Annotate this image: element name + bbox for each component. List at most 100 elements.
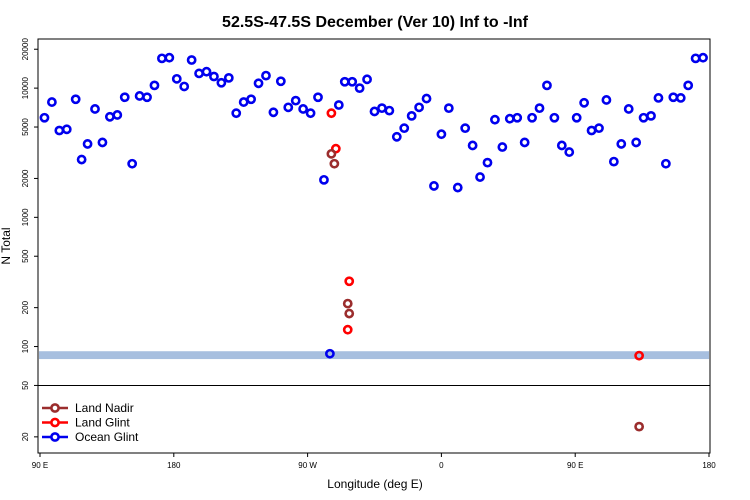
- point-ocean-glint: [216, 77, 227, 88]
- point-ocean-glint: [556, 140, 567, 151]
- point-ocean-glint: [90, 104, 100, 114]
- y-axis-label: N Total: [0, 227, 13, 264]
- x-tick-label: 0: [439, 461, 444, 470]
- point-ocean-glint: [54, 125, 65, 136]
- point-ocean-glint: [194, 68, 204, 79]
- point-ocean-glint: [179, 81, 190, 92]
- y-tick-label: 1000: [21, 208, 30, 226]
- point-ocean-glint: [475, 172, 485, 182]
- point-ocean-glint: [119, 92, 130, 103]
- y-tick-label: 100: [21, 339, 30, 353]
- point-ocean-glint: [238, 97, 249, 107]
- point-ocean-glint: [549, 112, 560, 123]
- point-land-nadir: [329, 158, 340, 169]
- y-tick-label: 50: [21, 380, 30, 389]
- point-ocean-glint: [571, 112, 582, 123]
- point-ocean-glint: [653, 93, 664, 103]
- point-ocean-glint: [290, 95, 301, 106]
- point-land-nadir: [326, 148, 337, 159]
- point-ocean-glint: [443, 103, 454, 114]
- point-ocean-glint: [631, 137, 642, 148]
- point-ocean-glint: [339, 76, 350, 87]
- point-land-glint: [344, 276, 355, 287]
- point-ocean-glint: [261, 70, 271, 81]
- point-ocean-glint: [406, 110, 417, 121]
- point-ocean-glint: [391, 131, 402, 142]
- point-ocean-glint: [690, 53, 701, 64]
- plot-frame: [37, 38, 711, 454]
- chart-title: 52.5S-47.5S December (Ver 10) Inf to -In…: [222, 14, 529, 31]
- point-ocean-glint: [209, 71, 219, 82]
- point-ocean-glint: [497, 142, 508, 152]
- point-ocean-glint: [319, 174, 329, 185]
- x-tick-label: 180: [167, 461, 181, 470]
- point-ocean-glint: [186, 55, 197, 65]
- point-ocean-glint: [586, 125, 597, 136]
- point-ocean-glint: [377, 103, 387, 114]
- point-ocean-glint: [231, 108, 242, 119]
- point-ocean-glint: [452, 182, 463, 193]
- point-ocean-glint: [246, 94, 257, 105]
- point-ocean-glint: [542, 80, 552, 91]
- point-ocean-glint: [164, 52, 175, 63]
- point-ocean-glint: [70, 94, 81, 105]
- point-ocean-glint: [467, 140, 478, 151]
- point-ocean-glint: [112, 110, 123, 120]
- legend-label-ocean-glint: Ocean Glint: [75, 430, 139, 444]
- point-ocean-glint: [660, 158, 671, 169]
- point-land-glint: [634, 350, 645, 361]
- point-ocean-glint: [519, 137, 530, 148]
- point-ocean-glint: [601, 95, 612, 105]
- point-land-nadir: [344, 308, 355, 319]
- y-axis: 20 50 100 200 500 1000 2000 5000 10000 20000: [21, 38, 38, 441]
- point-ocean-glint: [414, 102, 424, 113]
- point-ocean-glint: [39, 112, 50, 123]
- point-ocean-glint: [608, 156, 619, 167]
- point-ocean-glint: [305, 108, 316, 119]
- point-ocean-glint: [646, 110, 656, 121]
- x-tick-label: 90 E: [32, 461, 48, 470]
- point-ocean-glint: [46, 97, 57, 107]
- x-tick-label: 90 E: [567, 461, 583, 470]
- legend-label-land-nadir: Land Nadir: [75, 401, 134, 415]
- point-ocean-glint: [683, 80, 694, 91]
- point-ocean-glint: [97, 137, 108, 148]
- point-ocean-glint: [504, 113, 515, 124]
- point-ocean-glint: [134, 91, 145, 101]
- point-ocean-glint: [512, 112, 523, 123]
- x-tick-label: 180: [702, 461, 716, 470]
- legend-label-land-glint: Land Glint: [75, 416, 130, 430]
- point-ocean-glint: [362, 74, 372, 85]
- point-ocean-glint: [534, 103, 545, 114]
- point-ocean-glint: [76, 154, 87, 165]
- point-ocean-glint: [675, 93, 686, 103]
- point-ocean-glint: [157, 53, 167, 64]
- point-land-nadir: [634, 421, 645, 432]
- point-ocean-glint: [482, 157, 493, 168]
- legend-marker-land-glint: [50, 417, 60, 428]
- y-tick-label: 20000: [21, 38, 30, 61]
- point-ocean-glint: [460, 123, 471, 134]
- x-axis: 90 E 180 90 W 0 90 E 180: [32, 453, 716, 470]
- point-ocean-glint: [283, 102, 294, 113]
- point-ocean-glint: [354, 83, 365, 94]
- y-tick-label: 10000: [21, 76, 30, 99]
- x-axis-label: Longitude (deg E): [327, 477, 422, 491]
- point-ocean-glint: [421, 93, 432, 104]
- point-ocean-glint: [104, 111, 115, 122]
- point-ocean-glint: [429, 181, 439, 191]
- point-ocean-glint: [668, 92, 679, 103]
- point-ocean-glint: [253, 78, 264, 89]
- x-tick-label: 90 W: [298, 461, 317, 470]
- point-ocean-glint: [698, 52, 708, 63]
- reference-band-layer: [39, 351, 709, 360]
- point-ocean-glint: [268, 107, 279, 118]
- point-ocean-glint: [564, 147, 575, 157]
- reference-band: [39, 351, 709, 360]
- point-ocean-glint: [333, 100, 344, 110]
- y-tick-label: 20: [21, 432, 30, 441]
- point-ocean-glint: [616, 139, 627, 149]
- y-tick-label: 5000: [21, 118, 30, 136]
